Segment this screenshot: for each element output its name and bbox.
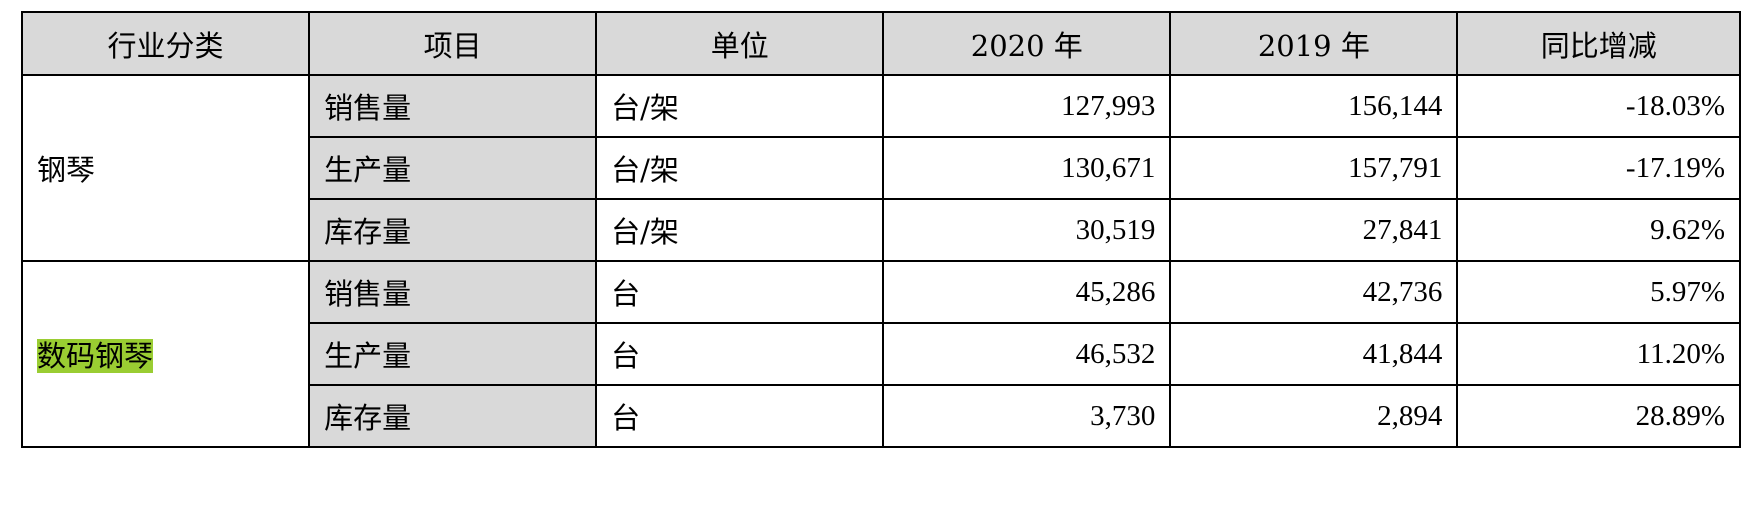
category-label: 钢琴 [37,153,96,187]
item-cell: 生产量 [308,322,598,386]
unit-cell: 台 [595,322,885,386]
item-cell: 库存量 [308,384,598,448]
table-row: 库存量 台 3,730 2,894 28.89% [22,384,1741,448]
table-row: 生产量 台/架 130,671 157,791 -17.19% [22,136,1741,200]
value-2020-cell: 45,286 [882,260,1172,324]
item-cell: 生产量 [308,136,598,200]
production-sales-table: 行业分类 项目 单位 2020 年 2019 年 同比增减 钢琴 销售量 台/架… [20,11,1741,448]
category-cell: 钢琴 [20,74,311,262]
header-industry-category: 行业分类 [20,11,311,76]
item-cell: 库存量 [308,198,598,262]
value-2020-cell: 130,671 [882,136,1172,200]
unit-cell: 台/架 [595,198,885,262]
table-row: 钢琴 销售量 台/架 127,993 156,144 -18.03% [20,74,1741,262]
header-year-2019: 2019 年 [1169,11,1459,76]
unit-cell: 台/架 [595,74,885,138]
change-cell: 9.62% [1456,198,1741,262]
table-row: 库存量 台/架 30,519 27,841 9.62% [22,198,1741,262]
change-cell: 5.97% [1456,260,1741,324]
value-2019-cell: 27,841 [1169,198,1459,262]
table-row: 数码钢琴 销售量 台 45,286 42,736 5.97% [20,260,1741,448]
value-2020-cell: 30,519 [882,198,1172,262]
unit-cell: 台/架 [595,136,885,200]
value-2020-cell: 127,993 [882,74,1172,138]
change-cell: 28.89% [1456,384,1741,448]
value-2019-cell: 2,894 [1169,384,1459,448]
unit-cell: 台 [595,260,885,324]
table-row: 生产量 台 46,532 41,844 11.20% [22,322,1741,386]
value-2019-cell: 157,791 [1169,136,1459,200]
category-label-highlighted: 数码钢琴 [37,339,154,373]
header-unit: 单位 [595,11,885,76]
change-cell: 11.20% [1456,322,1741,386]
item-cell: 销售量 [308,74,598,138]
header-row: 行业分类 项目 单位 2020 年 2019 年 同比增减 [20,11,1741,76]
unit-cell: 台 [595,384,885,448]
value-2019-cell: 42,736 [1169,260,1459,324]
header-year-2020: 2020 年 [882,11,1172,76]
header-item: 项目 [308,11,598,76]
value-2019-cell: 41,844 [1169,322,1459,386]
change-cell: -18.03% [1456,74,1741,138]
header-yoy-change: 同比增减 [1456,11,1741,76]
category-cell: 数码钢琴 [20,260,311,448]
value-2020-cell: 46,532 [882,322,1172,386]
item-cell: 销售量 [308,260,598,324]
value-2020-cell: 3,730 [882,384,1172,448]
value-2019-cell: 156,144 [1169,74,1459,138]
change-cell: -17.19% [1456,136,1741,200]
